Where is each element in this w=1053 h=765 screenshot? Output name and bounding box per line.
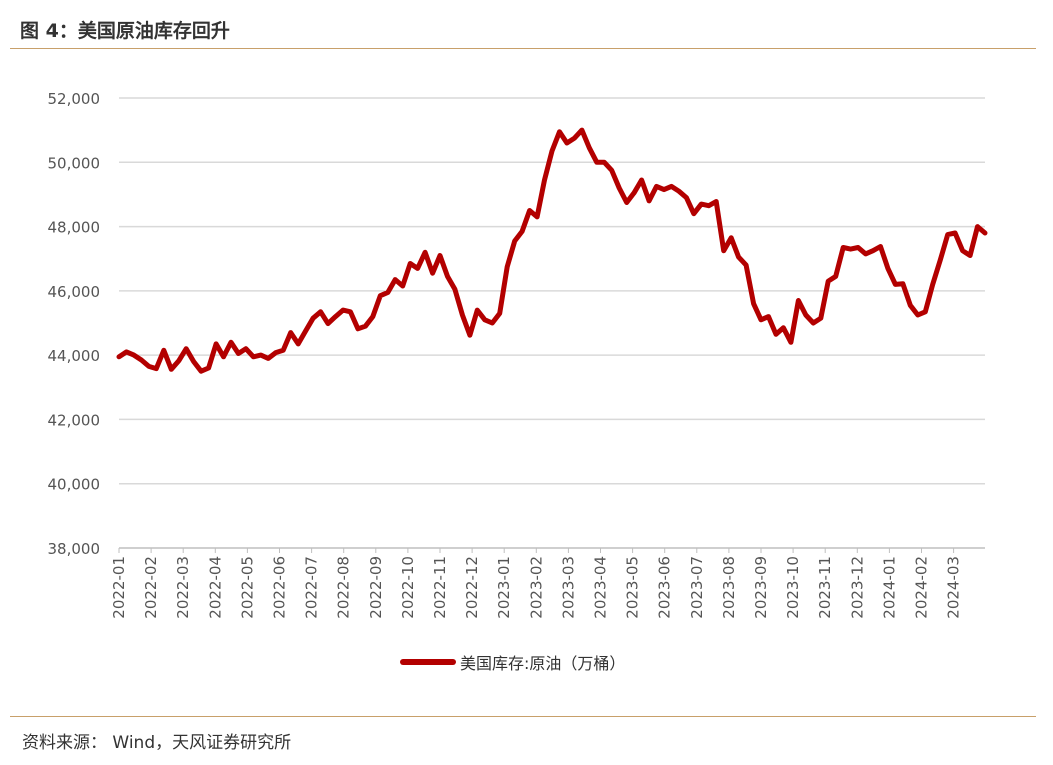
x-tick-label: 2023-12	[848, 556, 866, 619]
x-tick-label: 2023-10	[784, 556, 802, 619]
figure-title: 图 4：美国原油库存回升	[20, 20, 230, 42]
y-tick-label: 50,000	[48, 154, 101, 172]
series-line-crude-inventory	[116, 127, 988, 374]
y-axis-ticks: 38,000 40,000 42,000 44,000 46,000 48,000 50,0…	[48, 90, 101, 558]
legend: 美国库存:原油（万桶）	[400, 650, 625, 674]
legend-label: 美国库存:原油（万桶）	[460, 654, 626, 673]
x-tick-label: 2022-07	[303, 556, 321, 619]
y-tick-label: 52,000	[48, 90, 101, 108]
title-divider	[10, 48, 1036, 49]
x-tick-label: 2022-09	[367, 556, 385, 619]
y-tick-label: 46,000	[48, 283, 101, 301]
x-tick-label: 2023-03	[559, 556, 577, 619]
x-tick-label: 2024-03	[945, 556, 963, 619]
y-tick-label: 48,000	[48, 219, 101, 237]
x-tick-label: 2022-02	[142, 556, 160, 619]
x-tick-label: 2022-04	[206, 556, 224, 619]
x-tick-label: 2024-01	[880, 556, 898, 619]
y-tick-label: 40,000	[48, 476, 101, 494]
x-tick-label: 2023-01	[495, 556, 513, 619]
x-tick-label: 2023-09	[752, 556, 770, 619]
x-tick-label: 2023-11	[816, 556, 834, 619]
x-axis-ticks: 2022-01 2022-02 2022-03 2022-04 2022-05 2022-…	[110, 548, 963, 619]
x-tick-label: 2023-08	[720, 556, 738, 619]
source-divider	[10, 716, 1036, 717]
x-tick-label: 2024-02	[913, 556, 931, 619]
x-tick-label: 2022-08	[335, 556, 353, 619]
x-tick-label: 2022-05	[238, 556, 256, 619]
x-tick-label: 2022-03	[174, 556, 192, 619]
x-tick-label: 2023-05	[624, 556, 642, 619]
x-tick-label: 2023-06	[656, 556, 674, 619]
y-tick-label: 44,000	[48, 347, 101, 365]
x-tick-label: 2022-11	[431, 556, 449, 619]
y-tick-label: 42,000	[48, 411, 101, 429]
x-tick-label: 2022-01	[110, 556, 128, 619]
x-tick-label: 2022-06	[271, 556, 289, 619]
x-tick-label: 2023-07	[688, 556, 706, 619]
y-tick-label: 38,000	[48, 540, 101, 558]
x-tick-label: 2022-10	[399, 556, 417, 619]
x-tick-label: 2023-04	[592, 556, 610, 619]
source-note: 资料来源： Wind，天风证券研究所	[22, 733, 292, 753]
legend-swatch	[400, 659, 456, 665]
x-tick-label: 2022-12	[463, 556, 481, 619]
x-tick-label: 2023-02	[527, 556, 545, 619]
